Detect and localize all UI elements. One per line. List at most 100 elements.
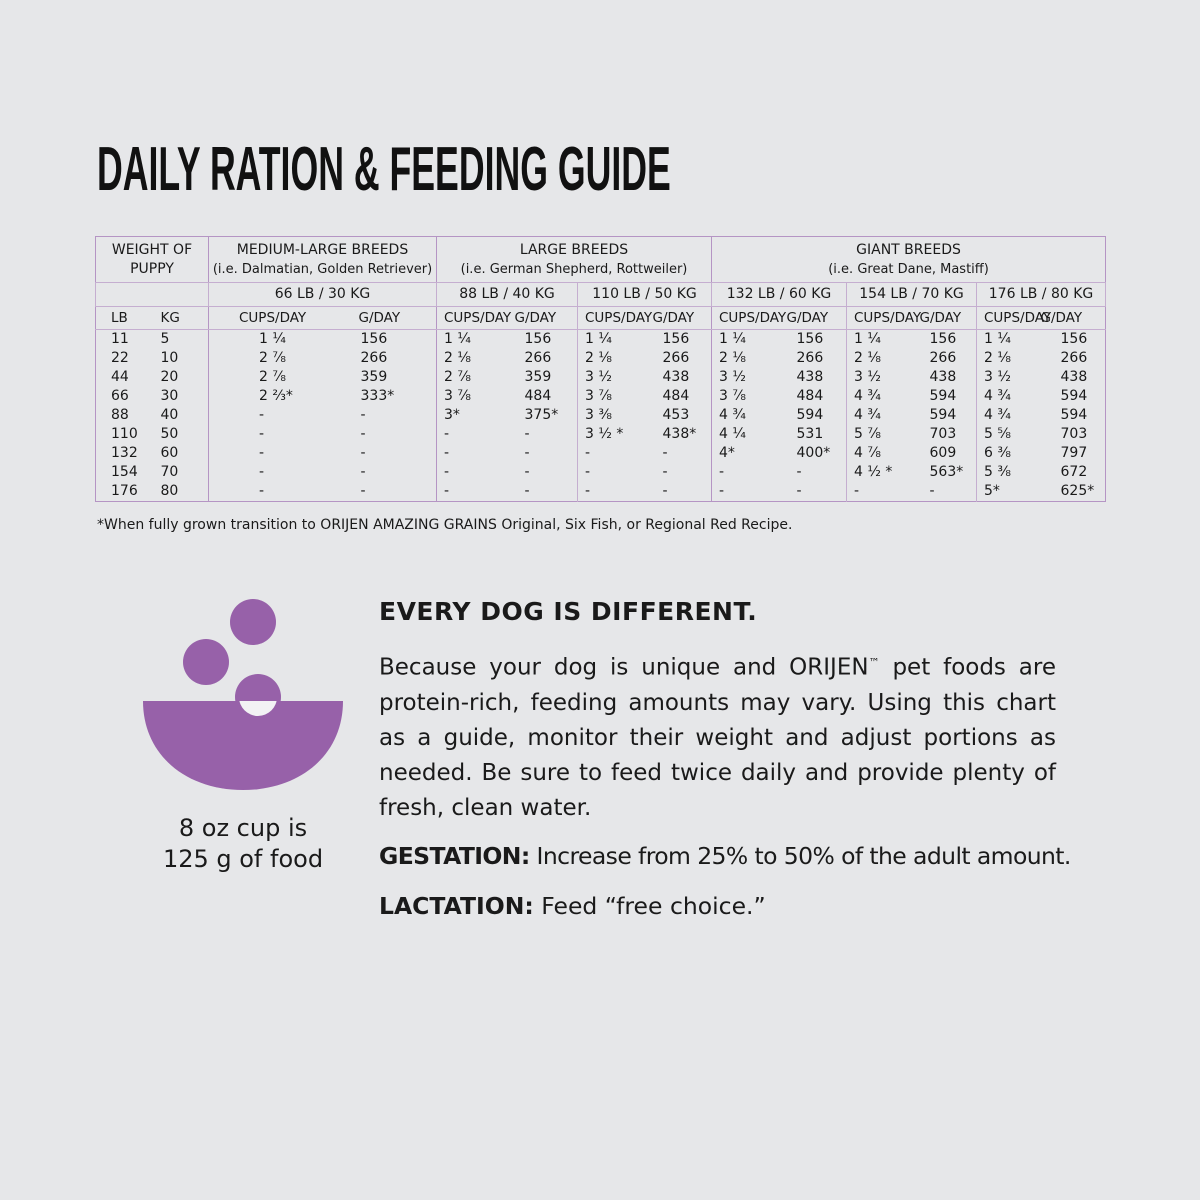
table-cell: - xyxy=(524,445,530,461)
weight-header-line2: PUPPY xyxy=(130,260,174,277)
table-cell: 594 xyxy=(929,388,957,404)
table-cell: - xyxy=(208,425,323,444)
adult-weight-header: 88 LB / 40 KG xyxy=(436,282,578,307)
table-cell: 438* xyxy=(662,426,697,442)
lactation-text: Feed “free choice.” xyxy=(533,891,766,920)
table-cell: 3 ½ xyxy=(711,368,779,387)
column-header: CUPS/DAY xyxy=(711,306,786,330)
table-cell: 1 ¼ xyxy=(846,329,912,349)
table-cell: 10 xyxy=(160,350,179,366)
table-cell: 3 ⅞ xyxy=(436,387,507,406)
table-cell: 3 ⅞ xyxy=(577,387,645,406)
table-cell: 3 ⅜ xyxy=(577,406,645,425)
table-cell: 40 xyxy=(160,407,179,423)
table-cell: 703 xyxy=(929,426,957,442)
table-cell: 4 ¾ xyxy=(976,387,1041,406)
table-cell: 594 xyxy=(1060,388,1088,404)
table-row: 154 70 - - - - - - - - 4 ½ * 563* 5 ⅜ 672 xyxy=(96,463,1106,482)
adult-weight-header: 110 LB / 50 KG xyxy=(577,282,712,307)
table-row: 22 10 2 ⅞ 266 2 ⅛ 266 2 ⅛ 266 2 ⅛ 266 2 ⅛ 266 2 ⅛ 266 xyxy=(96,349,1106,368)
table-cell: - xyxy=(208,444,323,463)
table-cell: 1 ¼ xyxy=(436,329,507,349)
table-cell: - xyxy=(846,482,912,502)
lactation-label: LACTATION: xyxy=(379,891,534,920)
section-heading: EVERY DOG IS DIFFERENT. xyxy=(379,597,758,626)
table-row: 110 50 - - - - 3 ½ * 438* 4 ¼ 531 5 ⅞ 703 5 ⅝ 703 xyxy=(96,425,1106,444)
trademark: ™ xyxy=(868,656,880,669)
table-cell: 266 xyxy=(524,350,552,366)
table-cell: 5 ⅞ xyxy=(846,425,912,444)
table-cell: 132 xyxy=(111,445,138,461)
table-cell: 531 xyxy=(796,426,824,442)
table-row: 176 80 - - - - - - - - - - 5* 625* xyxy=(96,482,1106,502)
adult-weight-row: 66 LB / 30 KG 88 LB / 40 KG 110 LB / 50 KG… xyxy=(95,282,1107,307)
table-cell: 453 xyxy=(662,407,690,423)
table-cell: 70 xyxy=(160,464,179,480)
table-cell: - xyxy=(711,482,779,502)
table-cell: - xyxy=(662,445,668,461)
table-cell: - xyxy=(360,464,366,480)
table-cell: 156 xyxy=(796,331,824,347)
weight-header-line1: WEIGHT OF xyxy=(111,241,193,258)
table-cell: 30 xyxy=(160,388,179,404)
column-header: G/DAY xyxy=(322,306,437,330)
table-cell: 563* xyxy=(929,464,964,480)
table-cell: - xyxy=(436,444,507,463)
table-cell: 156 xyxy=(524,331,552,347)
table-cell: - xyxy=(577,463,645,482)
table-cell: 1 ¼ xyxy=(208,329,323,349)
group-name: GIANT BREEDS xyxy=(856,241,961,258)
para-text: pet foods are protein-rich, feeding amou… xyxy=(379,654,1056,821)
table-cell: 266 xyxy=(360,350,388,366)
table-cell: 266 xyxy=(1060,350,1088,366)
table-cell: 1 ¼ xyxy=(976,329,1041,349)
table-cell: 2 ⅞ xyxy=(208,368,323,387)
table-cell: - xyxy=(360,483,366,499)
table-cell: 44 xyxy=(111,369,129,385)
footnote: *When fully grown transition to ORIJEN A… xyxy=(97,517,793,533)
table-cell: 2 ⅞ xyxy=(436,368,507,387)
lactation-note: LACTATION: Feed “free choice.” xyxy=(379,888,1056,924)
table-cell: 176 xyxy=(111,483,138,499)
group-large: LARGE BREEDS (i.e. German Shepherd, Rottw… xyxy=(436,236,712,283)
table-cell: 3 ½ * xyxy=(577,425,645,444)
table-cell: 80 xyxy=(160,483,179,499)
gestation-label: GESTATION: xyxy=(379,841,530,870)
adult-weight-header: 66 LB / 30 KG xyxy=(208,282,437,307)
table-cell: 484 xyxy=(662,388,690,404)
column-header: G/DAY xyxy=(911,306,977,330)
cup-caption-line2: 125 g of food xyxy=(162,845,324,873)
table-cell: 2 ⅞ xyxy=(208,349,323,368)
table-cell: 4 ⅞ xyxy=(846,444,912,463)
table-cell: - xyxy=(796,483,802,499)
table-cell: 110 xyxy=(111,426,138,442)
table-cell: - xyxy=(360,445,366,461)
gestation-text: Increase from 25% to 50% of the adult am… xyxy=(529,841,1072,870)
table-cell: 438 xyxy=(662,369,690,385)
table-cell: 60 xyxy=(160,445,179,461)
table-cell: 333* xyxy=(360,388,395,404)
table-cell: - xyxy=(436,482,507,502)
table-cell: - xyxy=(360,426,366,442)
table-cell: 266 xyxy=(929,350,957,366)
table-cell: - xyxy=(208,482,323,502)
adult-weight-header: 132 LB / 60 KG xyxy=(711,282,847,307)
table-cell: 2 ⅛ xyxy=(846,349,912,368)
table-cell: 3 ½ xyxy=(976,368,1041,387)
table-cell: 4 ¾ xyxy=(846,406,912,425)
table-row: 66 30 2 ⅔* 333* 3 ⅞ 484 3 ⅞ 484 3 ⅞ 484 4 ¾ 594 4 ¾ 5… xyxy=(96,387,1106,406)
group-examples: (i.e. Great Dane, Mastiff) xyxy=(828,261,989,277)
table-cell: 66 xyxy=(111,388,129,404)
table-row: 44 20 2 ⅞ 359 2 ⅞ 359 3 ½ 438 3 ½ 438 3 ½ 438 3 ½ 438 xyxy=(96,368,1106,387)
group-examples: (i.e. Dalmatian, Golden Retriever) xyxy=(212,261,433,277)
adult-weight-header: 176 LB / 80 KG xyxy=(975,282,1107,307)
column-header: CUPS/DAY xyxy=(436,306,511,330)
table-cell: - xyxy=(662,483,668,499)
group-header-row: WEIGHT OF PUPPY MEDIUM-LARGE BREEDS (i.e. … xyxy=(95,236,1107,283)
food-bowl-icon xyxy=(143,599,343,790)
table-cell: 703 xyxy=(1060,426,1088,442)
table-cell: 4* xyxy=(711,444,779,463)
table-cell: 594 xyxy=(1060,407,1088,423)
table-cell: 359 xyxy=(524,369,552,385)
table-cell: 20 xyxy=(160,369,179,385)
